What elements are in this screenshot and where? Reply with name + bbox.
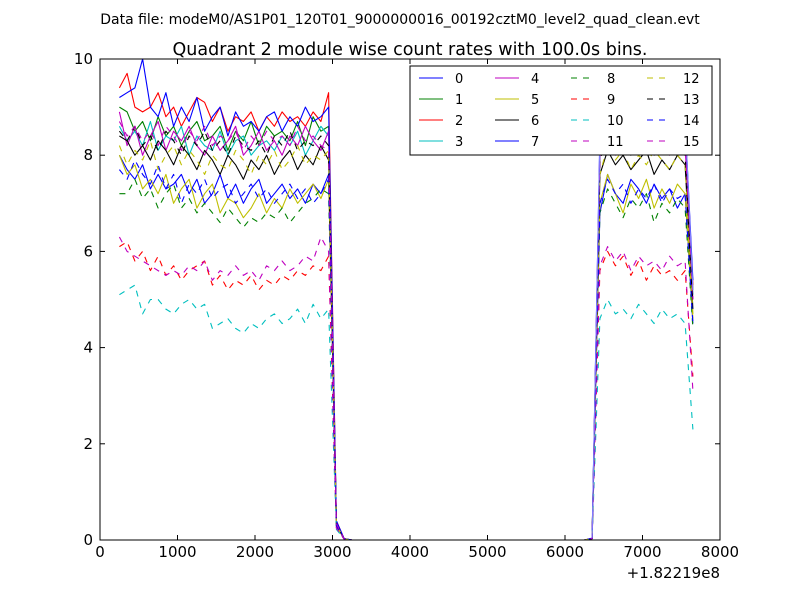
x-tick-label: 5000 <box>468 543 506 561</box>
figure-suptitle: Data file: modeM0/AS1P01_120T01_90000000… <box>100 12 700 28</box>
legend-frame <box>409 65 713 156</box>
x-tick-label: 2000 <box>236 543 274 561</box>
legend-label-3: 3 <box>455 135 463 150</box>
x-tick-label: 3000 <box>313 543 351 561</box>
legend-label-14: 14 <box>683 114 700 129</box>
x-tick-label: 7000 <box>623 543 661 561</box>
chart-title: Quadrant 2 module wise count rates with … <box>173 40 648 60</box>
y-tick-label: 8 <box>83 146 93 164</box>
legend-label-5: 5 <box>531 93 539 108</box>
y-tick-label: 2 <box>83 435 93 453</box>
x-tick-label: 8000 <box>701 543 739 561</box>
y-tick-label: 10 <box>74 50 93 68</box>
legend-label-11: 11 <box>607 135 624 150</box>
legend-label-12: 12 <box>683 72 700 87</box>
x-tick-label: 6000 <box>546 543 584 561</box>
legend-label-7: 7 <box>531 135 539 150</box>
x-tick-label: 4000 <box>391 543 429 561</box>
y-tick-label: 0 <box>83 531 93 549</box>
x-tick-label: 1000 <box>158 543 196 561</box>
legend-label-10: 10 <box>607 114 624 129</box>
legend-label-1: 1 <box>455 93 463 108</box>
legend-label-13: 13 <box>683 93 700 108</box>
legend-label-9: 9 <box>607 93 615 108</box>
legend-label-15: 15 <box>683 135 700 150</box>
x-tick-label: 0 <box>95 543 105 561</box>
y-tick-label: 4 <box>83 339 93 357</box>
legend-label-6: 6 <box>531 114 539 129</box>
x-axis-offset-label: +1.82219e8 <box>627 564 720 582</box>
legend-label-2: 2 <box>455 114 463 129</box>
series-line-14 <box>118 159 694 541</box>
legend-label-4: 4 <box>531 72 539 87</box>
legend-label-0: 0 <box>455 72 463 87</box>
legend-label-8: 8 <box>607 72 615 87</box>
y-tick-label: 6 <box>83 242 93 260</box>
